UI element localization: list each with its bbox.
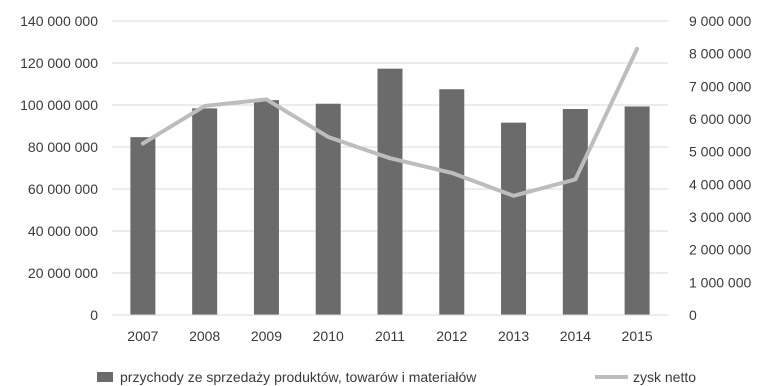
bar-2011: [377, 68, 403, 315]
left-axis-tick-label: 100 000 000: [20, 97, 98, 113]
zysk-netto-point-2008: [204, 105, 206, 107]
bar-2015: [624, 106, 650, 315]
right-axis-tick-label: 2 000 000: [689, 242, 751, 258]
legend-label-line: zysk netto: [633, 369, 696, 385]
zysk-netto-point-2013: [513, 195, 515, 197]
right-axis-ticks: 0 1 000 000 2 000 000 3 000 000 4 000 000 5 0…: [689, 13, 751, 323]
left-axis-ticks: 0 20 000 000 40 000 000 60 000 000 80 000 00…: [20, 13, 98, 323]
bar-2013: [501, 122, 527, 315]
bar-2009: [253, 100, 279, 315]
right-axis-tick-label: 6 000 000: [689, 111, 751, 127]
bar-series: [130, 68, 650, 316]
zysk-netto-point-2010: [327, 136, 329, 138]
zysk-netto-point-2009: [265, 98, 267, 100]
x-axis-tick-label: 2010: [313, 328, 344, 344]
left-axis-tick-label: 40 000 000: [28, 223, 98, 239]
right-axis-tick-label: 4 000 000: [689, 176, 751, 192]
legend-label-bar: przychody ze sprzedaży produktów, towaró…: [120, 369, 477, 385]
right-axis-tick-label: 3 000 000: [689, 209, 751, 225]
left-axis-tick-label: 60 000 000: [28, 181, 98, 197]
bar-2008: [192, 108, 218, 315]
x-axis-tick-label: 2007: [127, 328, 158, 344]
x-axis-tick-label: 2015: [622, 328, 653, 344]
zysk-netto-point-2014: [574, 178, 576, 180]
legend-swatch-bar: [97, 372, 113, 382]
bar-2012: [439, 89, 465, 315]
bar-2014: [562, 108, 588, 316]
left-axis-tick-label: 140 000 000: [20, 13, 98, 29]
right-axis-tick-label: 7 000 000: [689, 78, 751, 94]
right-axis-tick-label: 9 000 000: [689, 13, 751, 29]
x-axis-tick-label: 2008: [189, 328, 220, 344]
left-axis-tick-label: 120 000 000: [20, 55, 98, 71]
x-axis-tick-label: 2014: [560, 328, 591, 344]
right-axis-tick-label: 8 000 000: [689, 46, 751, 62]
bar-2007: [130, 137, 156, 315]
left-axis-tick-label: 20 000 000: [28, 265, 98, 281]
left-axis-tick-label: 80 000 000: [28, 139, 98, 155]
left-axis-tick-label: 0: [90, 307, 98, 323]
x-axis-tick-label: 2011: [375, 328, 405, 344]
x-axis-ticks: 2007 2008 2009 2010 2011 2012 2013 2014 2015: [112, 314, 668, 344]
x-axis-tick-label: 2013: [498, 328, 529, 344]
right-axis-tick-label: 5 000 000: [689, 144, 751, 160]
right-axis-tick-label: 1 000 000: [689, 274, 751, 290]
zysk-netto-point-2011: [389, 157, 391, 159]
x-axis-tick-label: 2009: [251, 328, 282, 344]
x-axis-tick-label: 2012: [436, 328, 467, 344]
legend: przychody ze sprzedaży produktów, towaró…: [97, 369, 696, 385]
zysk-netto-point-2012: [451, 172, 453, 174]
zysk-netto-point-2015: [636, 48, 638, 50]
zysk-netto-point-2007: [142, 143, 144, 144]
line-series: [140, 46, 640, 198]
right-axis-tick-label: 0: [689, 307, 697, 323]
